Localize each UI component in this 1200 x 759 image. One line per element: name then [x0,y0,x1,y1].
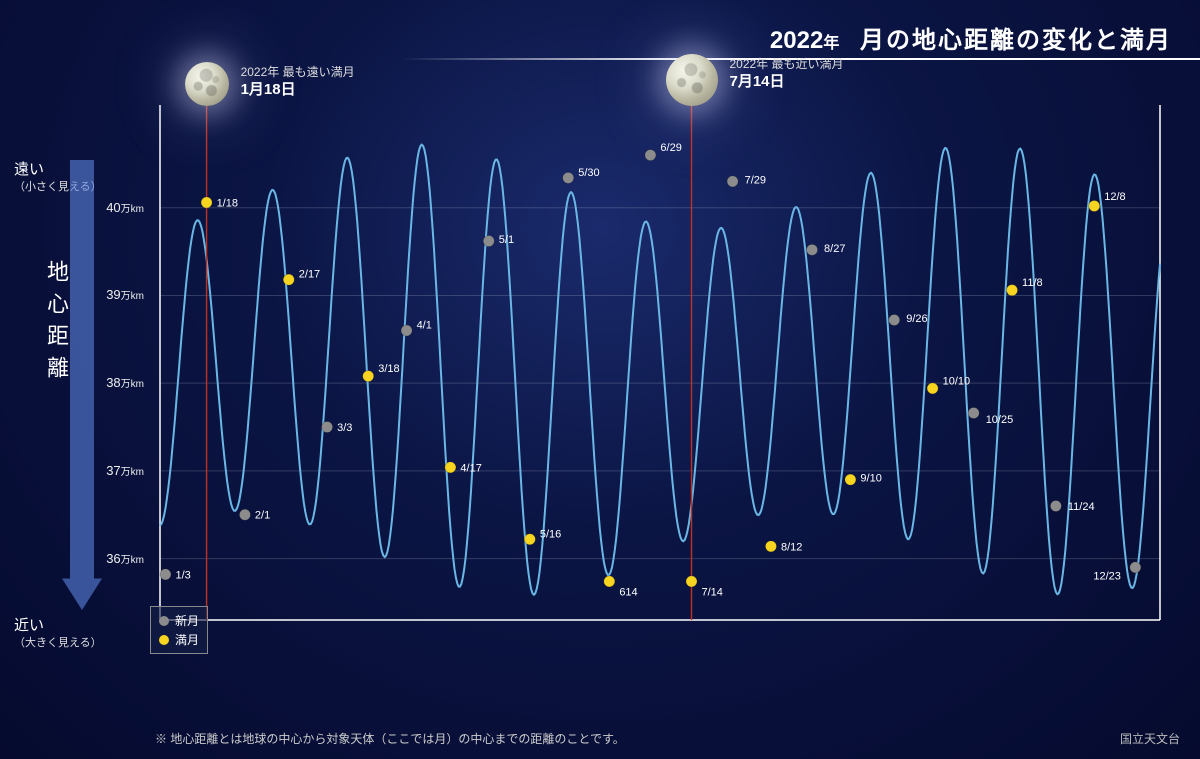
axis-far-label: 遠い [14,158,44,179]
y-tick: 38万km [96,375,144,390]
credit-label: 国立天文台 [1120,730,1180,747]
callout-far: 2022年 最も遠い満月 1月18日 [241,64,355,100]
y-tick: 40万km [96,200,144,215]
y-axis-label: 地心距離 [40,260,72,388]
svg-text:9/10: 9/10 [860,473,881,485]
svg-text:4/1: 4/1 [417,320,432,332]
svg-text:7/29: 7/29 [745,174,766,186]
callout-near: 2022年 最も近い満月 7月14日 [730,56,844,92]
svg-text:3/3: 3/3 [337,422,352,434]
svg-text:2/1: 2/1 [255,510,270,522]
svg-text:614: 614 [619,586,637,598]
distance-chart: 1/3 1/18 2/1 2/17 3/3 3/18 4/1 4/17 5/1 5/16 5/30 6… [150,90,1170,660]
chart-svg: 1/3 1/18 2/1 2/17 3/3 3/18 4/1 4/17 5/1 5/16 5/30 6… [150,90,1170,660]
callout-near-main: 7月14日 [730,72,844,92]
svg-text:1/3: 1/3 [175,569,190,581]
svg-text:5/1: 5/1 [499,234,514,246]
title-year-suffix: 年 [823,35,839,52]
svg-text:7/14: 7/14 [702,586,723,598]
svg-text:1/18: 1/18 [217,197,238,209]
svg-text:8/27: 8/27 [824,243,845,255]
svg-text:10/25: 10/25 [986,414,1014,426]
svg-text:12/8: 12/8 [1104,191,1125,203]
svg-text:4/17: 4/17 [460,462,481,474]
legend-fullmoon-dot [159,635,169,645]
callout-far-sub: 2022年 最も遠い満月 [241,64,355,80]
svg-text:5/30: 5/30 [578,167,599,179]
svg-text:9/26: 9/26 [906,313,927,325]
callout-near-sub: 2022年 最も近い満月 [730,56,844,72]
axis-near-label: 近い [14,614,44,635]
svg-text:8/12: 8/12 [781,541,802,553]
page-title: 2022年 月の地心距離の変化と満月 [770,20,1172,55]
callout-far-main: 1月18日 [241,80,355,100]
svg-text:12/23: 12/23 [1093,570,1121,582]
chart-legend: 新月 満月 [150,606,208,654]
svg-text:11/8: 11/8 [1022,277,1043,289]
title-main: 月の地心距離の変化と満月 [860,27,1172,54]
y-tick: 39万km [96,287,144,302]
svg-text:10/10: 10/10 [943,375,971,387]
moon-near-icon [666,54,718,106]
svg-text:2/17: 2/17 [299,269,320,281]
svg-text:11/24: 11/24 [1068,501,1095,513]
y-tick: 36万km [96,551,144,566]
axis-near-sub: （大きく見える） [14,634,102,650]
svg-text:6/29: 6/29 [660,142,681,154]
svg-text:5/16: 5/16 [540,528,561,540]
footnote: ※ 地心距離とは地球の中心から対象天体（ここでは月）の中心までの距離のことです。 [155,730,625,747]
y-tick: 37万km [96,463,144,478]
legend-newmoon-dot [159,616,169,626]
legend-fullmoon-label: 満月 [175,631,199,648]
title-year: 2022 [770,27,823,54]
svg-text:3/18: 3/18 [378,363,399,375]
moon-far-icon [185,62,229,106]
legend-newmoon-label: 新月 [175,612,199,629]
